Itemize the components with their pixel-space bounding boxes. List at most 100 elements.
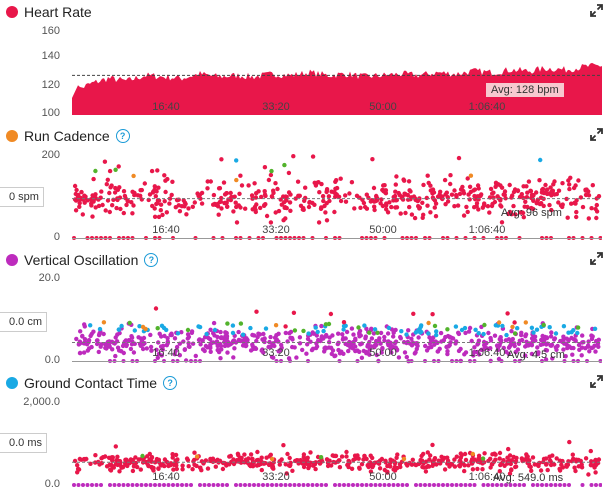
data-point [78, 350, 83, 356]
help-icon[interactable]: ? [115, 129, 130, 143]
expand-icon[interactable] [590, 252, 603, 265]
data-point [436, 483, 441, 487]
data-point [511, 189, 517, 195]
data-point [198, 465, 203, 470]
data-point [113, 167, 118, 172]
data-point [391, 483, 396, 487]
data-point [393, 182, 398, 187]
data-point [198, 342, 203, 347]
data-point [378, 330, 384, 336]
data-point [269, 354, 275, 360]
vertical-oscillation-chart[interactable] [72, 274, 602, 366]
data-point [254, 338, 259, 344]
data-point [563, 354, 568, 359]
data-point [548, 185, 553, 190]
data-point [503, 196, 508, 201]
data-point [378, 483, 382, 487]
data-point [148, 332, 153, 338]
heart-rate-avg-label: Avg: 128 bpm [486, 83, 564, 97]
data-point [236, 329, 241, 335]
data-point [382, 183, 387, 188]
data-point [192, 200, 197, 205]
data-point [377, 336, 382, 341]
data-point [382, 334, 387, 340]
data-point [428, 453, 433, 458]
data-point [93, 195, 98, 201]
data-point [538, 157, 543, 163]
data-point [282, 162, 287, 168]
data-point [413, 350, 418, 355]
data-point [497, 456, 502, 461]
heart-rate-header: Heart Rate [6, 3, 92, 21]
help-icon[interactable]: ? [144, 253, 159, 267]
data-point [256, 483, 261, 487]
data-point [594, 202, 599, 208]
data-point [355, 453, 360, 458]
data-point [275, 186, 280, 192]
data-point [186, 464, 191, 469]
data-point [365, 351, 371, 356]
data-point [513, 459, 518, 465]
data-point [172, 352, 177, 357]
data-point [154, 347, 159, 352]
data-point [169, 192, 174, 198]
data-point [490, 483, 495, 487]
data-point [219, 206, 224, 211]
data-point [583, 188, 588, 193]
data-point [544, 483, 549, 487]
data-point [580, 483, 585, 487]
expand-icon[interactable] [590, 375, 603, 388]
data-point [273, 181, 278, 186]
x-axis-line [72, 361, 602, 362]
data-point [475, 349, 480, 355]
data-point [306, 331, 311, 336]
data-point [115, 454, 120, 459]
run-cadence-chart[interactable] [72, 150, 602, 242]
heart-rate-chart[interactable] [72, 30, 602, 115]
data-point [139, 483, 144, 487]
data-point [364, 206, 370, 211]
data-point [153, 188, 158, 193]
run-cadence-panel: Run Cadence ? 200 0 0 spm 16:40 33:20 50… [0, 124, 611, 248]
vertical-oscillation-title: Vertical Oscillation [24, 252, 139, 268]
data-point [199, 190, 205, 196]
data-point [230, 323, 236, 328]
data-point [447, 334, 453, 340]
expand-icon[interactable] [590, 128, 603, 141]
data-point [459, 483, 463, 487]
run-cadence-legend-dot [6, 130, 18, 142]
data-point [152, 460, 158, 465]
expand-icon[interactable] [590, 4, 603, 17]
data-point [262, 165, 268, 170]
data-point [99, 342, 104, 347]
help-icon[interactable]: ? [163, 376, 178, 390]
data-point [518, 210, 523, 215]
data-point [517, 338, 522, 343]
data-point [339, 454, 345, 459]
data-point [120, 465, 126, 470]
data-point [274, 333, 279, 338]
data-point [240, 332, 246, 337]
data-point [344, 449, 349, 455]
ground-contact-time-chart[interactable] [72, 397, 602, 489]
data-point [369, 483, 373, 487]
data-point [190, 467, 195, 472]
data-point [544, 335, 549, 340]
data-point [317, 190, 322, 195]
data-point [472, 345, 477, 350]
data-point [507, 182, 512, 188]
data-point [365, 463, 370, 468]
data-point [561, 347, 566, 352]
data-point [121, 189, 127, 194]
data-point [529, 351, 535, 357]
data-point [211, 202, 216, 207]
data-point [146, 463, 151, 469]
data-point [465, 176, 470, 181]
data-point [155, 355, 160, 360]
data-point [392, 461, 398, 466]
data-point [513, 212, 518, 217]
data-point [543, 357, 549, 362]
data-point [283, 462, 288, 467]
data-point [74, 187, 79, 193]
data-point [266, 462, 272, 468]
